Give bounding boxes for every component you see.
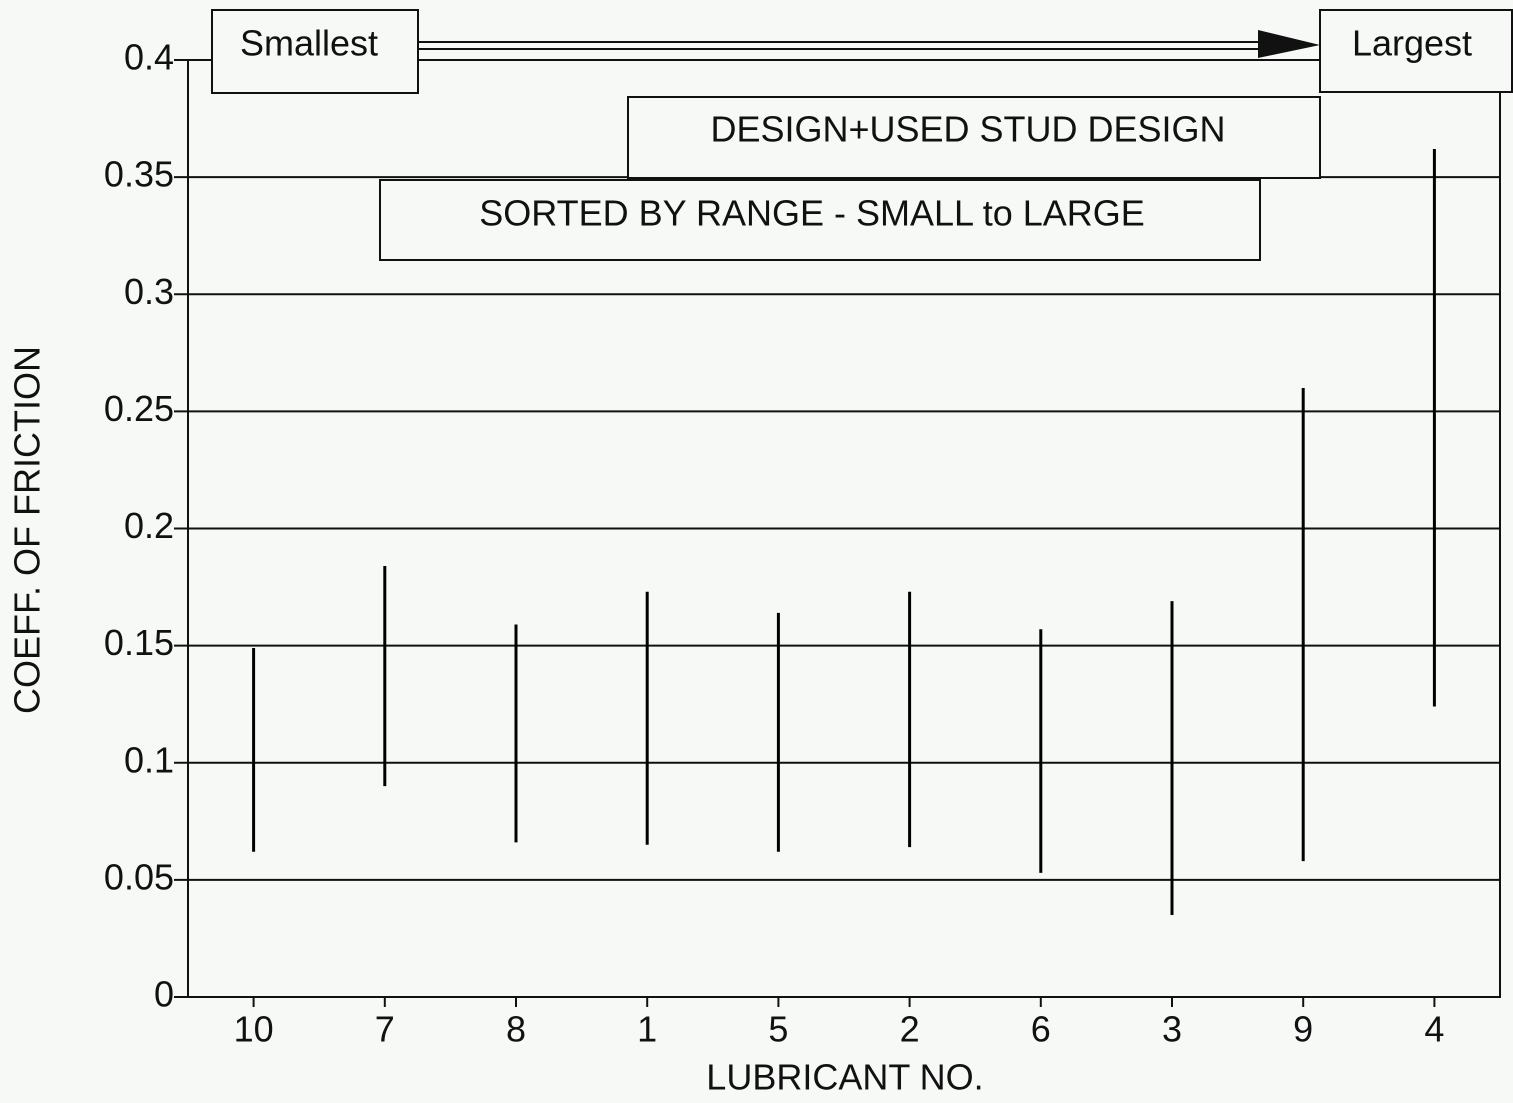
x-tick-label: 1: [637, 1009, 657, 1050]
y-axis-label: COEFF. OF FRICTION: [7, 346, 48, 714]
y-tick-label: 0: [154, 974, 174, 1015]
x-tick-label: 8: [506, 1009, 526, 1050]
annotation: Largest: [1352, 23, 1472, 64]
y-tick-label: 0.1: [124, 739, 174, 780]
x-tick-label: 10: [234, 1009, 274, 1050]
x-tick-label: 3: [1162, 1009, 1182, 1050]
y-tick-label: 0.25: [104, 388, 174, 429]
annotation-box: [627, 96, 1321, 179]
annotation-box: [1319, 9, 1513, 93]
x-tick-label: 9: [1293, 1009, 1313, 1050]
marks: 0 0.05 0.1 0.15 0.2 0.25 0.3 0.35 0.4 10 7 8 1 5 2 6 3 9 4: [104, 37, 1500, 1050]
annotation-box: [211, 9, 419, 94]
x-axis-label: LUBRICANT NO.: [706, 1057, 983, 1098]
y-tick-label: 0.15: [104, 622, 174, 663]
annotation: SORTED BY RANGE - SMALL to LARGE: [479, 193, 1145, 234]
y-tick-label: 0.35: [104, 154, 174, 195]
x-tick-label: 2: [900, 1009, 920, 1050]
annotation: DESIGN+USED STUD DESIGN: [710, 109, 1225, 150]
annotation-box: [379, 179, 1261, 261]
annotation-arrow: [418, 30, 1320, 58]
y-tick-label: 0.3: [124, 271, 174, 312]
y-tick-label: 0.2: [124, 505, 174, 546]
y-tick-label: 0.05: [104, 856, 174, 897]
x-tick-label: 6: [1031, 1009, 1051, 1050]
annotation: Smallest: [240, 23, 378, 64]
x-tick-label: 7: [375, 1009, 395, 1050]
x-tick-label: 4: [1424, 1009, 1444, 1050]
y-tick-label: 0.4: [124, 37, 174, 78]
x-tick-label: 5: [768, 1009, 788, 1050]
